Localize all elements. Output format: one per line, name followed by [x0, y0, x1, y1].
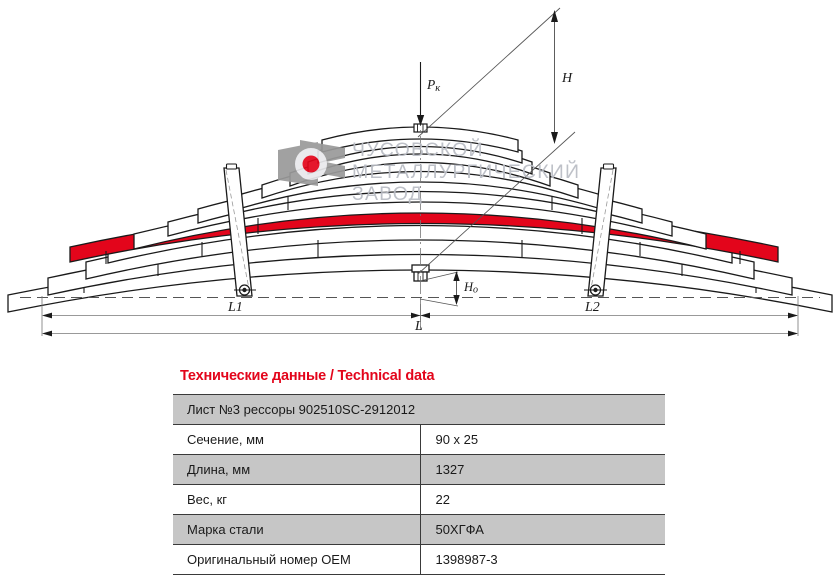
row-label-weight: Вес, кг — [173, 484, 422, 515]
drawing-svg: Pк H Ho L1 L2 L — [7, 7, 833, 337]
row-label-steel-grade: Марка стали — [173, 514, 422, 545]
right-clamp-bracket — [584, 163, 617, 297]
label-camber: Ho — [463, 280, 478, 296]
table-header-row: Лист №3 рессоры 902510SC-2912012 — [173, 394, 665, 425]
row-label-section: Сечение, мм — [173, 424, 422, 455]
l-total-dimension-line — [42, 330, 798, 337]
technical-data-body: Лист №3 рессоры 902510SC-2912012 Сечение… — [173, 394, 665, 575]
watermark: ЧУСОВСКОЙ МЕТАЛЛУРГИЧЕСКИЙ ЗАВОД — [278, 137, 580, 205]
table-row: Марка стали 50ХГФА — [173, 514, 665, 545]
row-label-oem: Оригинальный номер OEM — [173, 544, 422, 575]
h-lower-reference-line — [417, 131, 576, 275]
table-row: Вес, кг 22 — [173, 484, 665, 515]
watermark-line-2: МЕТАЛЛУРГИЧЕСКИЙ — [352, 159, 580, 183]
technical-data-table: Лист №3 рессоры 902510SC-2912012 Сечение… — [173, 394, 665, 575]
dimension-extension-lines — [41, 296, 799, 336]
l1-l2-dimension-line — [42, 312, 798, 319]
technical-data-title: Технические данные / Technical data — [180, 368, 435, 384]
row-label-length: Длина, мм — [173, 454, 422, 485]
label-left-span: L1 — [227, 300, 243, 315]
leaf-spring-drawing: Pк H Ho L1 L2 L — [7, 7, 833, 337]
row-value-oem: 1398987-3 — [420, 544, 665, 575]
table-row: Длина, мм 1327 — [173, 454, 665, 485]
table-header-cell: Лист №3 рессоры 902510SC-2912012 — [173, 394, 665, 425]
load-force-arrow — [416, 62, 425, 126]
h-dimension — [551, 10, 558, 144]
label-height: H — [561, 71, 573, 86]
company-logo-icon — [278, 140, 345, 186]
spring-leaf-0-top — [321, 126, 519, 153]
table-row: Сечение, мм 90 x 25 — [173, 424, 665, 455]
watermark-line-1: ЧУСОВСКОЙ — [352, 137, 484, 161]
row-value-length: 1327 — [420, 454, 665, 485]
label-load: Pк — [426, 77, 440, 94]
label-right-span: L2 — [584, 300, 600, 315]
label-total-span: L — [414, 319, 423, 334]
table-row: Оригинальный номер OEM 1398987-3 — [173, 544, 665, 575]
watermark-line-3: ЗАВОД — [352, 183, 423, 205]
row-value-steel-grade: 50ХГФА — [420, 514, 665, 545]
row-value-section: 90 x 25 — [420, 424, 665, 455]
technical-data-section: Технические данные / Technical data Лист… — [0, 360, 840, 576]
ho-dimension — [419, 271, 460, 307]
h-upper-reference-line — [417, 7, 561, 138]
left-clamp-bracket — [223, 163, 256, 297]
row-value-weight: 22 — [420, 484, 665, 515]
